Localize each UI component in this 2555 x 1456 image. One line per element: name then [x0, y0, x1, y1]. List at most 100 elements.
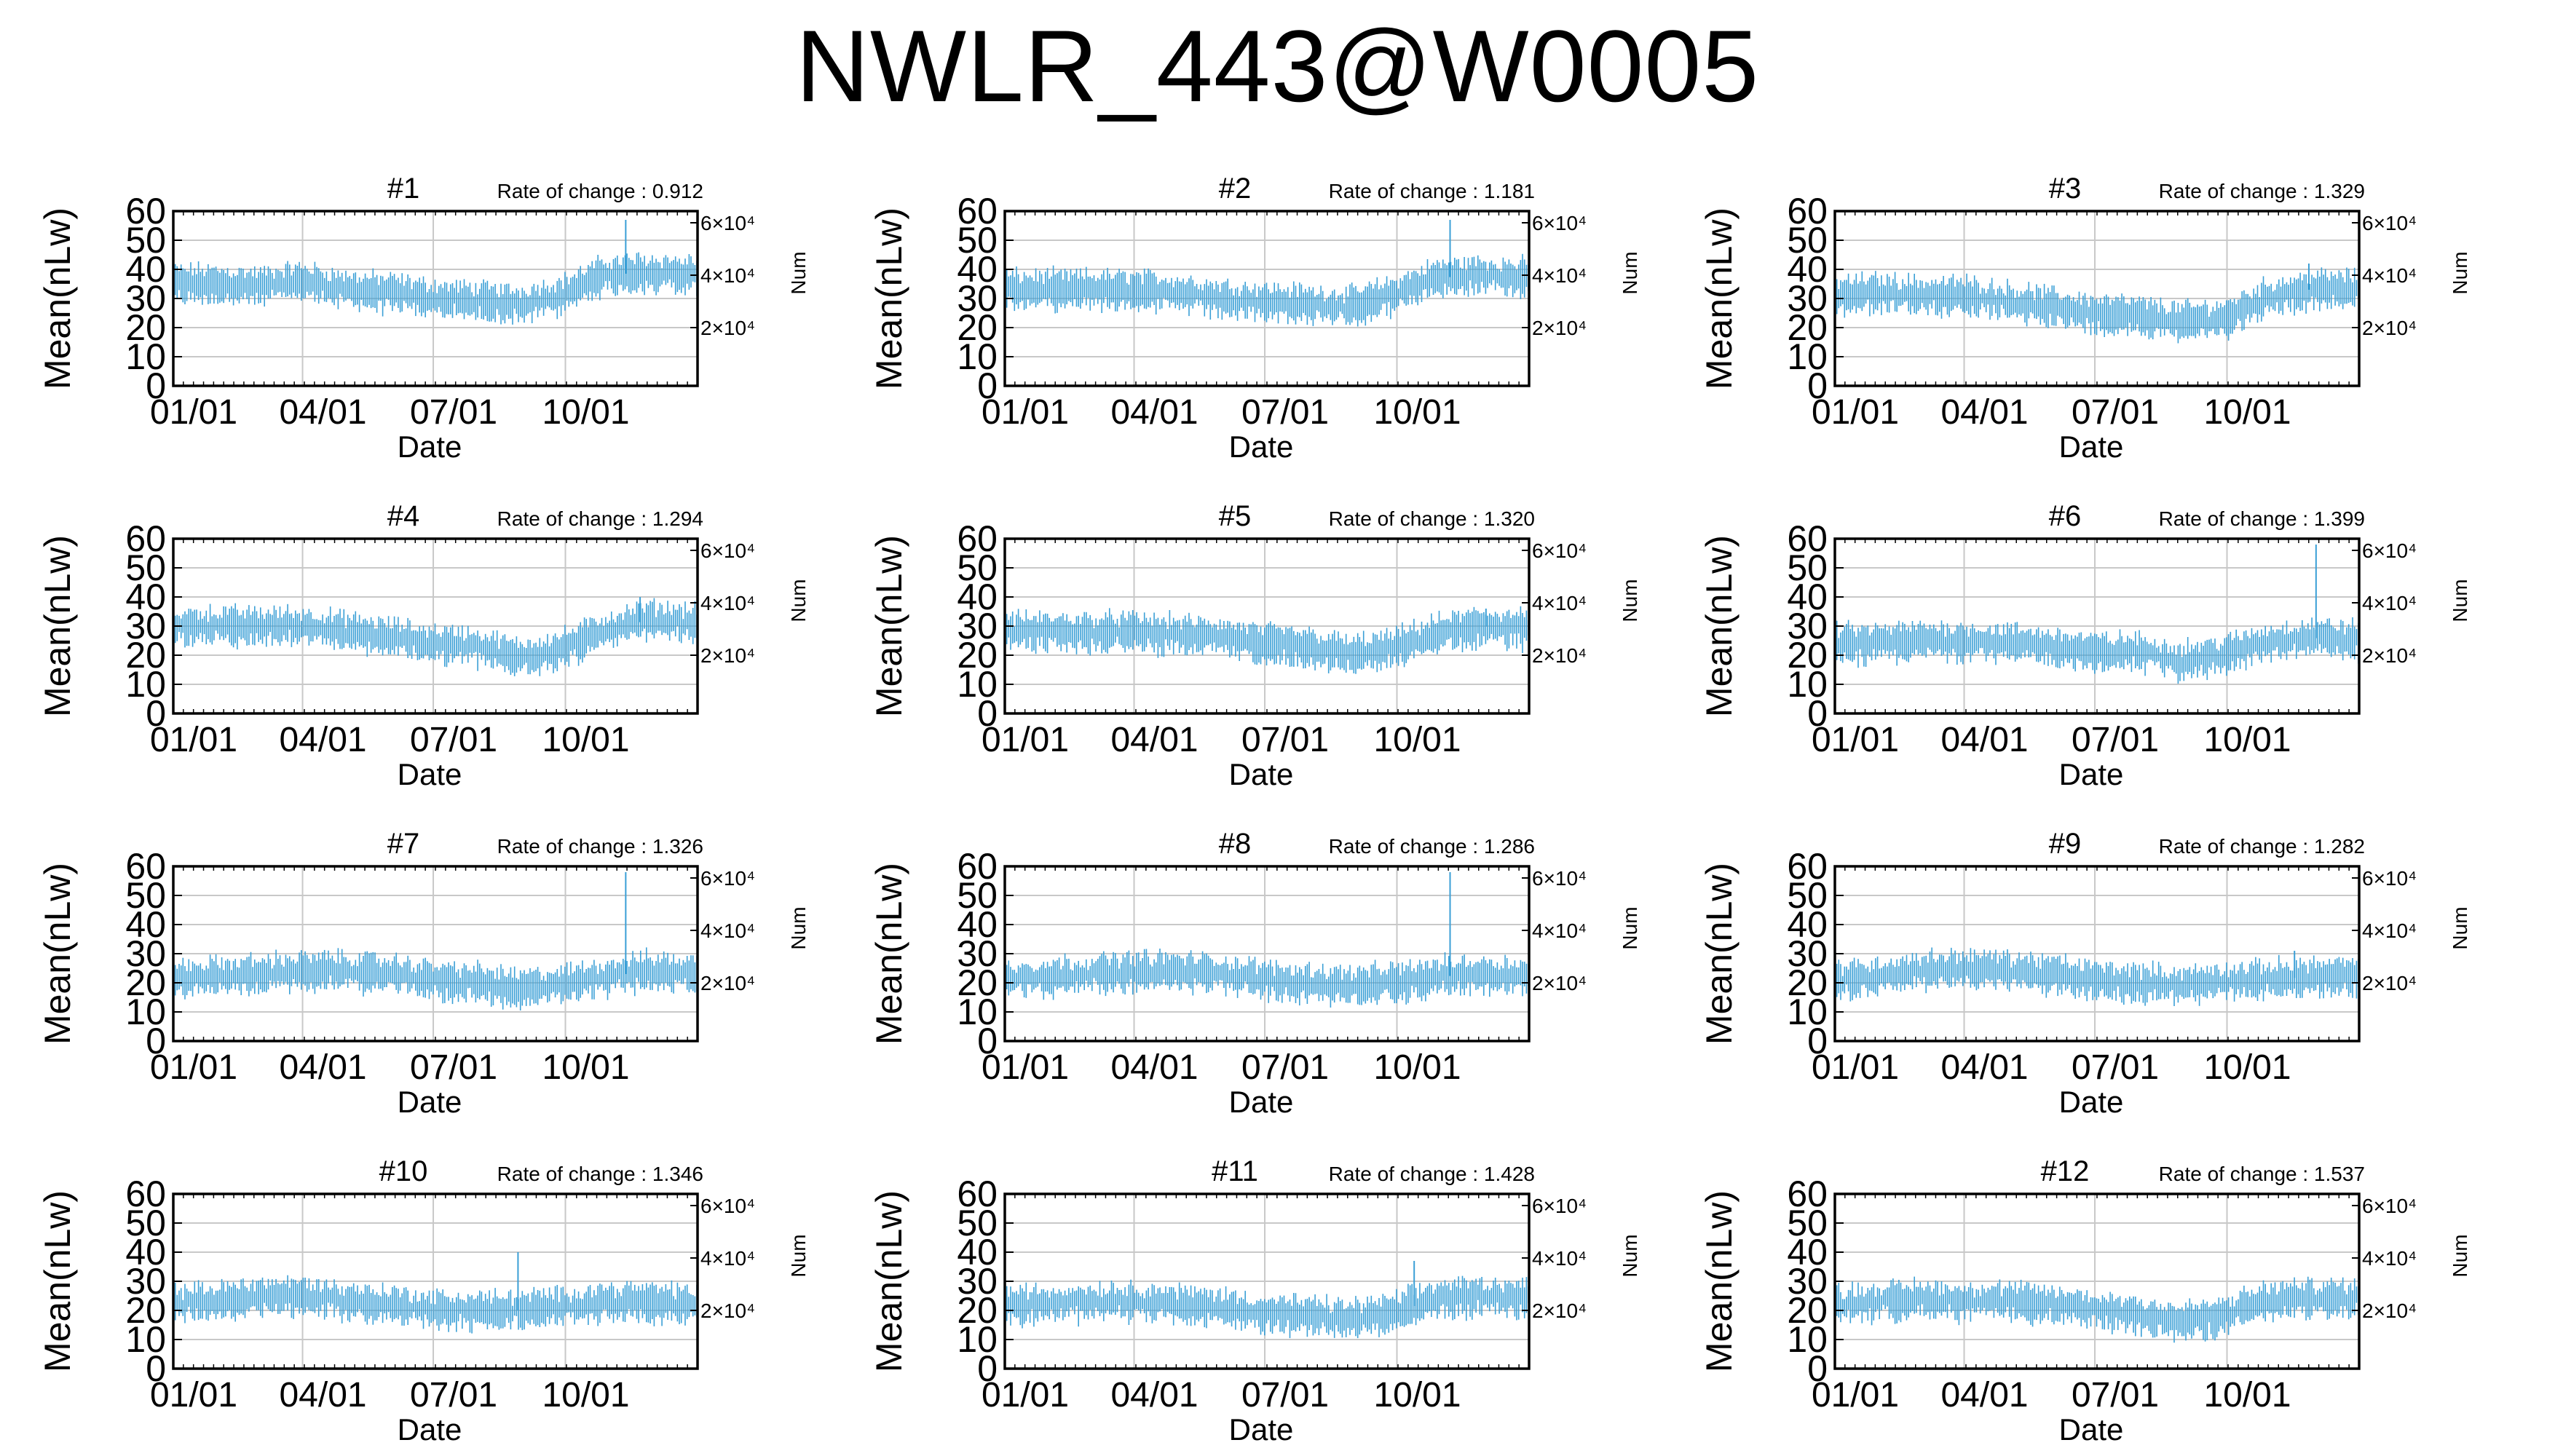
y-tick-label: 30 [957, 933, 998, 974]
y2-axis-label: Num [2449, 1234, 2471, 1277]
y2-tick-label: 4×10⁴ [2362, 264, 2417, 287]
y2-axis-label: Num [1619, 1234, 1641, 1277]
figure-title: NWLR_443@W0005 [795, 9, 1760, 123]
y-axis-label: Mean(nLw) [869, 535, 909, 717]
y2-tick-label: 2×10⁴ [700, 972, 755, 994]
x-tick-label: 04/01 [1110, 721, 1198, 759]
x-axis-label: Date [1229, 1412, 1294, 1447]
y-tick-label: 10 [1787, 336, 1828, 377]
y2-tick-label: 4×10⁴ [700, 919, 755, 942]
x-tick-label: 07/01 [2072, 1048, 2159, 1087]
y-tick-label: 50 [1787, 875, 1828, 916]
y2-tick-label: 4×10⁴ [2362, 1247, 2417, 1270]
y-axis-label: Mean(nLw) [1699, 535, 1739, 717]
y2-tick-label: 2×10⁴ [1532, 972, 1587, 994]
panel-title: #8 [1219, 828, 1252, 860]
y-tick-label: 40 [125, 577, 166, 617]
y-tick-label: 50 [1787, 547, 1828, 588]
panel-title: #10 [379, 1155, 428, 1187]
y2-tick-label: 4×10⁴ [700, 592, 755, 614]
y2-tick-label: 2×10⁴ [1532, 644, 1587, 667]
y2-tick-label: 4×10⁴ [1532, 264, 1587, 287]
rate-of-change-label: Rate of change : 1.326 [497, 835, 703, 858]
y-tick-label: 40 [957, 577, 998, 617]
x-axis-label: Date [1229, 757, 1294, 791]
y-tick-label: 50 [957, 547, 998, 588]
y-axis-label: Mean(nLw) [869, 207, 909, 389]
y2-tick-label: 2×10⁴ [2362, 317, 2417, 339]
y-tick-label: 50 [1787, 220, 1828, 261]
y-tick-label: 60 [125, 191, 166, 232]
y-tick-label: 10 [957, 992, 998, 1032]
data-series [173, 252, 698, 325]
data-series [1834, 617, 2359, 684]
y2-axis-label: Num [2449, 251, 2471, 294]
x-axis-label: Date [398, 1085, 462, 1119]
y-tick-label: 50 [957, 1203, 998, 1243]
x-tick-label: 10/01 [2203, 721, 2291, 759]
rate-of-change-label: Rate of change : 1.181 [1329, 180, 1535, 202]
x-tick-label: 10/01 [1373, 393, 1461, 432]
data-series [1004, 253, 1529, 327]
x-axis-label: Date [398, 430, 462, 464]
y2-axis-label: Num [1619, 906, 1641, 949]
x-tick-label: 10/01 [542, 393, 629, 432]
x-tick-label: 01/01 [1812, 1048, 1899, 1087]
y-axis-label: Mean(nLw) [37, 207, 78, 389]
panel-title: #5 [1219, 500, 1252, 532]
rate-of-change-label: Rate of change : 1.282 [2159, 835, 2365, 858]
x-axis-label: Date [398, 1412, 462, 1447]
x-axis-label: Date [1229, 1085, 1294, 1119]
x-tick-label: 07/01 [1241, 1048, 1329, 1087]
panel-title: #2 [1219, 173, 1252, 205]
x-axis-label: Date [2059, 757, 2124, 791]
y-tick-label: 60 [125, 1174, 166, 1214]
x-tick-label: 04/01 [279, 721, 366, 759]
y2-axis-label: Num [2449, 906, 2471, 949]
y-tick-label: 40 [957, 249, 998, 290]
panel-title: #3 [2049, 173, 2082, 205]
x-tick-label: 01/01 [1812, 393, 1899, 432]
y-tick-label: 40 [1787, 249, 1828, 290]
x-tick-label: 04/01 [279, 1376, 366, 1415]
y2-tick-label: 6×10⁴ [700, 212, 755, 234]
y-tick-label: 10 [125, 992, 166, 1032]
y-tick-label: 20 [125, 1290, 166, 1331]
y2-axis-label: Num [1619, 579, 1641, 622]
rate-of-change-label: Rate of change : 1.329 [2159, 180, 2365, 202]
x-tick-label: 01/01 [150, 393, 237, 432]
y-tick-label: 30 [1787, 606, 1828, 646]
y-tick-label: 50 [125, 1203, 166, 1243]
y-tick-label: 0 [1807, 693, 1828, 734]
rate-of-change-label: Rate of change : 1.428 [1329, 1163, 1535, 1185]
y-axis-label: Mean(nLw) [1699, 863, 1739, 1045]
y-tick-label: 50 [125, 547, 166, 588]
x-tick-label: 04/01 [1110, 393, 1198, 432]
y-tick-label: 60 [957, 1174, 998, 1214]
y2-axis-label: Num [787, 579, 810, 622]
y2-tick-label: 6×10⁴ [700, 1195, 755, 1217]
x-tick-label: 04/01 [1110, 1048, 1198, 1087]
y2-tick-label: 2×10⁴ [2362, 972, 2417, 994]
y-tick-label: 40 [1787, 904, 1828, 945]
y-tick-label: 60 [125, 518, 166, 559]
y2-tick-label: 2×10⁴ [1532, 1299, 1587, 1322]
y-tick-label: 0 [1807, 1348, 1828, 1389]
data-series [173, 598, 698, 676]
y2-tick-label: 6×10⁴ [1532, 539, 1587, 562]
y-tick-label: 20 [1787, 635, 1828, 676]
x-axis-label: Date [1229, 430, 1294, 464]
x-tick-label: 10/01 [2203, 1048, 2291, 1087]
y-tick-label: 20 [125, 307, 166, 348]
x-tick-label: 07/01 [2072, 393, 2159, 432]
panel-title: #11 [1212, 1155, 1258, 1187]
x-tick-label: 01/01 [1812, 1376, 1899, 1415]
y2-tick-label: 2×10⁴ [700, 644, 755, 667]
